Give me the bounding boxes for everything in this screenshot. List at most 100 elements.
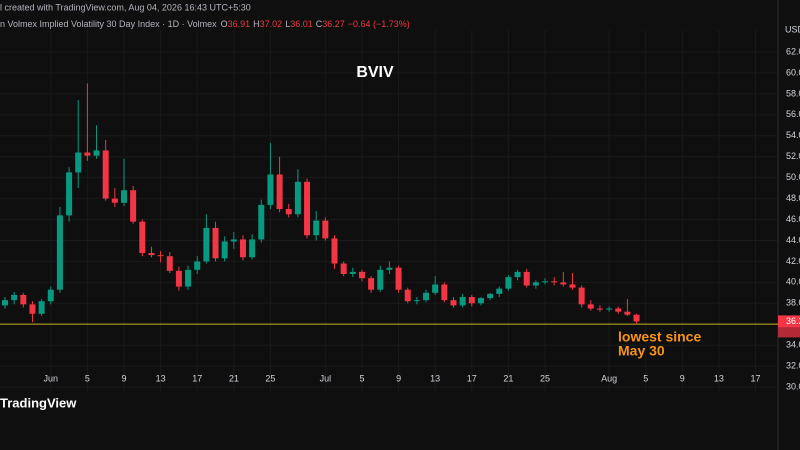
candle-body: [267, 174, 274, 205]
candle-body: [2, 300, 8, 306]
x-tick-label: 25: [265, 373, 275, 383]
legend-key: H: [253, 19, 260, 29]
candle-body: [157, 255, 164, 257]
candle-body: [496, 288, 503, 294]
candle-body: [285, 209, 292, 215]
candle-body: [404, 289, 411, 302]
candle-body: [249, 239, 256, 258]
candle-body: [624, 311, 631, 315]
logo: TradingView: [0, 395, 77, 410]
candle-body: [139, 221, 146, 254]
x-tick-label: 17: [192, 373, 202, 383]
candle-body: [514, 271, 521, 278]
legend-value: 36.91: [228, 19, 251, 29]
chart-title: BVIV: [356, 64, 394, 81]
y-tick-label: 42.00: [786, 256, 800, 266]
candle-body: [468, 297, 475, 304]
candle-body: [505, 277, 512, 289]
candle-body: [221, 241, 228, 259]
candle-body: [66, 172, 73, 216]
x-tick-label: 17: [751, 373, 761, 383]
legend: n Volmex Implied Volatility 30 Day Index…: [0, 19, 410, 29]
y-tick-label: 30.00: [786, 381, 800, 391]
x-tick-label: 9: [396, 373, 401, 383]
candle-body: [395, 267, 402, 290]
y-tick-label: 38.00: [786, 298, 800, 308]
candle-body: [322, 220, 329, 239]
y-tick-label: 34.00: [786, 340, 800, 350]
legend-key: C: [316, 19, 323, 29]
candle-body: [175, 270, 182, 287]
candle-body: [587, 304, 594, 309]
candle-body: [542, 281, 549, 283]
candle-body: [331, 238, 338, 264]
candle-body: [230, 239, 237, 242]
legend-value: 37.02: [260, 19, 283, 29]
y-tick-label: 48.00: [786, 193, 800, 203]
legend-key: O: [221, 19, 228, 29]
candle-body: [120, 190, 127, 203]
y-tick-label: 54.00: [786, 130, 800, 140]
candle-body: [523, 271, 530, 286]
legend-symbol: n Volmex Implied Volatility 30 Day Index…: [0, 19, 217, 29]
candle-body: [349, 271, 356, 274]
candle-body: [368, 278, 375, 290]
candle-body: [258, 204, 265, 240]
x-tick-label: 17: [467, 373, 477, 383]
candle-body: [239, 239, 246, 258]
candle-body: [606, 308, 613, 310]
y-tick-label: 32.00: [786, 361, 800, 371]
x-tick-label: 21: [229, 373, 239, 383]
annotation: lowest since: [618, 329, 701, 345]
x-tick-label: 13: [430, 373, 440, 383]
grid: [0, 30, 778, 392]
candle-body: [569, 284, 576, 288]
currency: USD: [785, 24, 800, 34]
candle-body: [377, 269, 384, 290]
candle-body: [56, 215, 63, 290]
candle-body: [487, 293, 494, 299]
candle-body: [130, 190, 137, 222]
candle-body: [313, 220, 320, 236]
x-tick-label: Jul: [320, 373, 332, 383]
candle-body: [551, 281, 558, 283]
y-tick-label: 50.00: [786, 172, 800, 182]
candle-body: [93, 150, 100, 156]
y-tick-label: 58.00: [786, 88, 800, 98]
legend-value: 36.27: [322, 19, 345, 29]
header: l created with TradingView.com, Aug 04, …: [0, 2, 251, 12]
legend-value: 36.01: [290, 19, 313, 29]
x-tick-label: 13: [714, 373, 724, 383]
candle-body: [38, 301, 45, 314]
x-tick-label: 5: [85, 373, 90, 383]
candle-body: [477, 298, 484, 304]
candle-body: [386, 267, 393, 270]
candle-body: [148, 253, 155, 256]
candle-body: [560, 282, 567, 285]
candle-body: [633, 314, 640, 322]
countdown-tag: [778, 327, 800, 338]
candle-body: [340, 263, 347, 274]
candle-body: [166, 256, 173, 271]
y-tick-label: 44.00: [786, 235, 800, 245]
candle-body: [432, 284, 439, 293]
candle-body: [102, 150, 109, 199]
candles: [0, 83, 778, 325]
candle-body: [47, 289, 54, 302]
candle-body: [294, 181, 301, 215]
x-tick-label: Aug: [601, 373, 617, 383]
candle-body: [358, 271, 365, 279]
candle-body: [11, 294, 18, 301]
candle-body: [459, 297, 466, 306]
y-tick-label: 60.00: [786, 67, 800, 77]
y-tick-label: 52.00: [786, 151, 800, 161]
candle-body: [203, 227, 210, 262]
x-tick-label: 25: [540, 373, 550, 383]
candle-body: [212, 227, 219, 259]
x-tick-label: 13: [156, 373, 166, 383]
annotation: May 30: [618, 343, 665, 359]
x-tick-label: 5: [643, 373, 648, 383]
candle-body: [441, 284, 448, 301]
